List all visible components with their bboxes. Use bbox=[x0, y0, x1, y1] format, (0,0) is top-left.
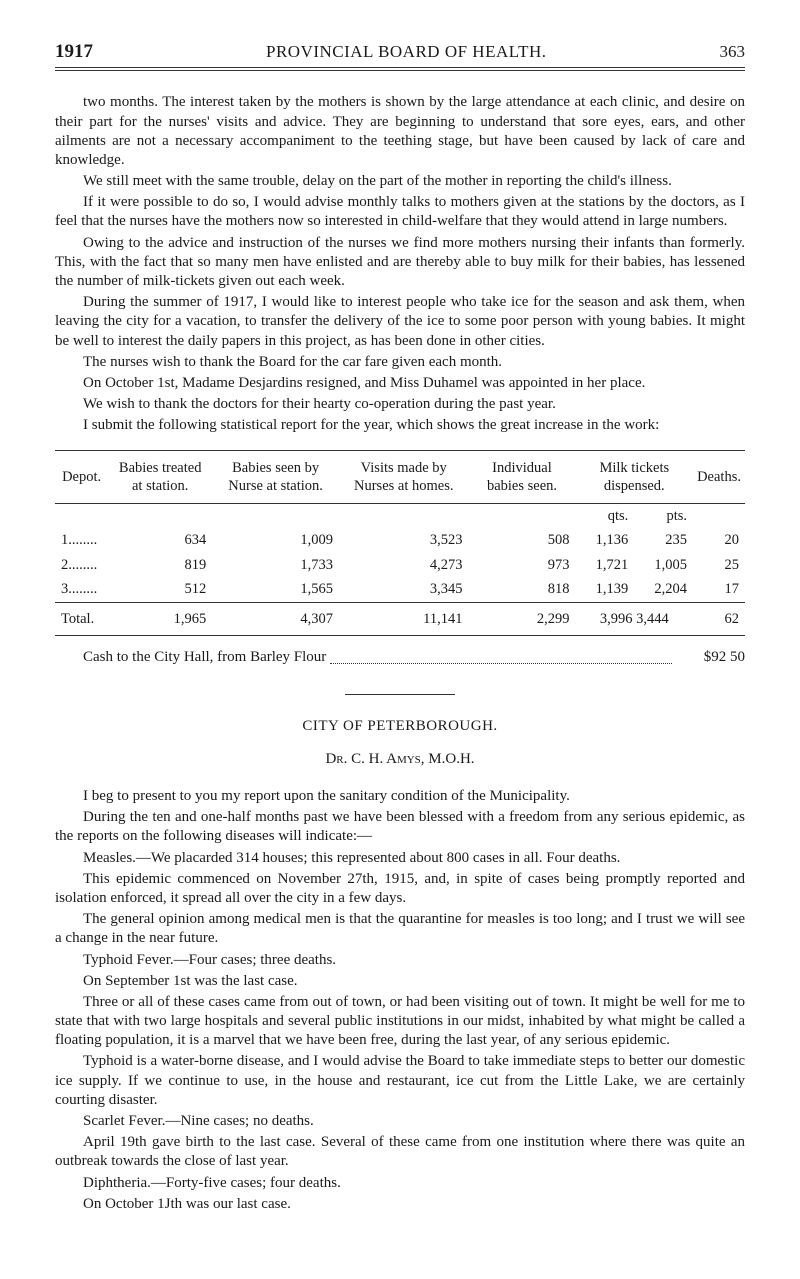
cell-treated: 819 bbox=[108, 553, 212, 578]
header-year: 1917 bbox=[55, 40, 93, 64]
cell-total-milk: 3,996 3,444 bbox=[576, 602, 694, 636]
cell-milk-p: 1,005 bbox=[634, 553, 693, 578]
cell-milk-q: 1,136 bbox=[576, 528, 635, 553]
cell-total-treated: 1,965 bbox=[108, 602, 212, 636]
body-para: If it were possible to do so, I would ad… bbox=[55, 193, 745, 231]
section2-para: This epidemic commenced on November 27th… bbox=[55, 870, 745, 908]
cell-milk-p: 235 bbox=[634, 528, 693, 553]
body-para: I submit the following statistical repor… bbox=[55, 416, 745, 435]
cell-visits: 3,345 bbox=[339, 577, 468, 602]
byline: Dr. C. H. Amys, M.O.H. bbox=[55, 750, 745, 769]
col-milk: Milk tickets dispensed. bbox=[576, 450, 694, 503]
section2-para: Scarlet Fever.—Nine cases; no deaths. bbox=[55, 1112, 745, 1131]
section2-para: On September 1st was the last case. bbox=[55, 972, 745, 991]
col-depot: Depot. bbox=[55, 450, 108, 503]
header-rule bbox=[55, 70, 745, 71]
body-para: Owing to the advice and instruction of t… bbox=[55, 234, 745, 292]
stats-table: Depot. Babies treated at station. Babies… bbox=[55, 450, 745, 637]
section2-para: Diphtheria.—Forty-five cases; four death… bbox=[55, 1174, 745, 1193]
body-para: two months. The interest taken by the mo… bbox=[55, 93, 745, 170]
table-header-row: Depot. Babies treated at station. Babies… bbox=[55, 450, 745, 503]
section-divider bbox=[55, 694, 745, 695]
cell-treated: 634 bbox=[108, 528, 212, 553]
cash-label: Cash to the City Hall, from Barley Flour bbox=[55, 648, 326, 667]
body-para: During the summer of 1917, I would like … bbox=[55, 293, 745, 351]
divider-rule bbox=[345, 694, 455, 695]
cell-total-indiv: 2,299 bbox=[468, 602, 575, 636]
col-treated: Babies treated at station. bbox=[108, 450, 212, 503]
col-visits: Visits made by Nurses at homes. bbox=[339, 450, 468, 503]
cell-seen: 1,009 bbox=[212, 528, 339, 553]
cell-deaths: 20 bbox=[693, 528, 745, 553]
cell-milk-q: 1,139 bbox=[576, 577, 635, 602]
col-deaths: Deaths. bbox=[693, 450, 745, 503]
section2-para: I beg to present to you my report upon t… bbox=[55, 787, 745, 806]
cell-visits: 4,273 bbox=[339, 553, 468, 578]
milk-subhead-row: qts. pts. bbox=[55, 503, 745, 528]
cell-deaths: 17 bbox=[693, 577, 745, 602]
body-para: We still meet with the same trouble, del… bbox=[55, 172, 745, 191]
cell-total-label: Total. bbox=[55, 602, 108, 636]
body-para: We wish to thank the doctors for their h… bbox=[55, 395, 745, 414]
body-para: The nurses wish to thank the Board for t… bbox=[55, 353, 745, 372]
body-para: On October 1st, Madame Desjardins resign… bbox=[55, 374, 745, 393]
cell-seen: 1,733 bbox=[212, 553, 339, 578]
section2-para: April 19th gave birth to the last case. … bbox=[55, 1133, 745, 1171]
cell-indiv: 973 bbox=[468, 553, 575, 578]
table-total-row: Total. 1,965 4,307 11,141 2,299 3,996 3,… bbox=[55, 602, 745, 636]
cell-depot: 2........ bbox=[55, 553, 108, 578]
section2-para: Typhoid Fever.—Four cases; three deaths. bbox=[55, 951, 745, 970]
cell-total-seen: 4,307 bbox=[212, 602, 339, 636]
section2-para: Typhoid is a water-borne disease, and I … bbox=[55, 1052, 745, 1110]
cell-seen: 1,565 bbox=[212, 577, 339, 602]
cell-depot: 3........ bbox=[55, 577, 108, 602]
section2-para: During the ten and one-half months past … bbox=[55, 808, 745, 846]
cell-treated: 512 bbox=[108, 577, 212, 602]
cell-total-deaths: 62 bbox=[693, 602, 745, 636]
col-indiv: Individual babies seen. bbox=[468, 450, 575, 503]
cell-milk-p: 2,204 bbox=[634, 577, 693, 602]
table-row: 2........ 819 1,733 4,273 973 1,721 1,00… bbox=[55, 553, 745, 578]
section2-para: Three or all of these cases came from ou… bbox=[55, 993, 745, 1051]
milk-pts-label: pts. bbox=[634, 503, 693, 528]
cell-total-visits: 11,141 bbox=[339, 602, 468, 636]
section-title: CITY OF PETERBOROUGH. bbox=[55, 717, 745, 736]
cell-depot: 1........ bbox=[55, 528, 108, 553]
table-row: 3........ 512 1,565 3,345 818 1,139 2,20… bbox=[55, 577, 745, 602]
dotted-leader bbox=[330, 648, 671, 663]
cell-milk-q: 1,721 bbox=[576, 553, 635, 578]
page-header: 1917 PROVINCIAL BOARD OF HEALTH. 363 bbox=[55, 40, 745, 68]
header-pagenum: 363 bbox=[719, 41, 745, 63]
cell-indiv: 818 bbox=[468, 577, 575, 602]
milk-qts-label: qts. bbox=[576, 503, 635, 528]
header-title: PROVINCIAL BOARD OF HEALTH. bbox=[266, 41, 546, 63]
cell-visits: 3,523 bbox=[339, 528, 468, 553]
section2-para: On October 1Jth was our last case. bbox=[55, 1195, 745, 1214]
cell-deaths: 25 bbox=[693, 553, 745, 578]
cash-line: Cash to the City Hall, from Barley Flour… bbox=[55, 648, 745, 667]
table-row: 1........ 634 1,009 3,523 508 1,136 235 … bbox=[55, 528, 745, 553]
section2-para: Measles.—We placarded 314 houses; this r… bbox=[55, 849, 745, 868]
cell-indiv: 508 bbox=[468, 528, 575, 553]
col-seen: Babies seen by Nurse at station. bbox=[212, 450, 339, 503]
cash-amount: $92 50 bbox=[676, 648, 745, 667]
section2-para: The general opinion among medical men is… bbox=[55, 910, 745, 948]
